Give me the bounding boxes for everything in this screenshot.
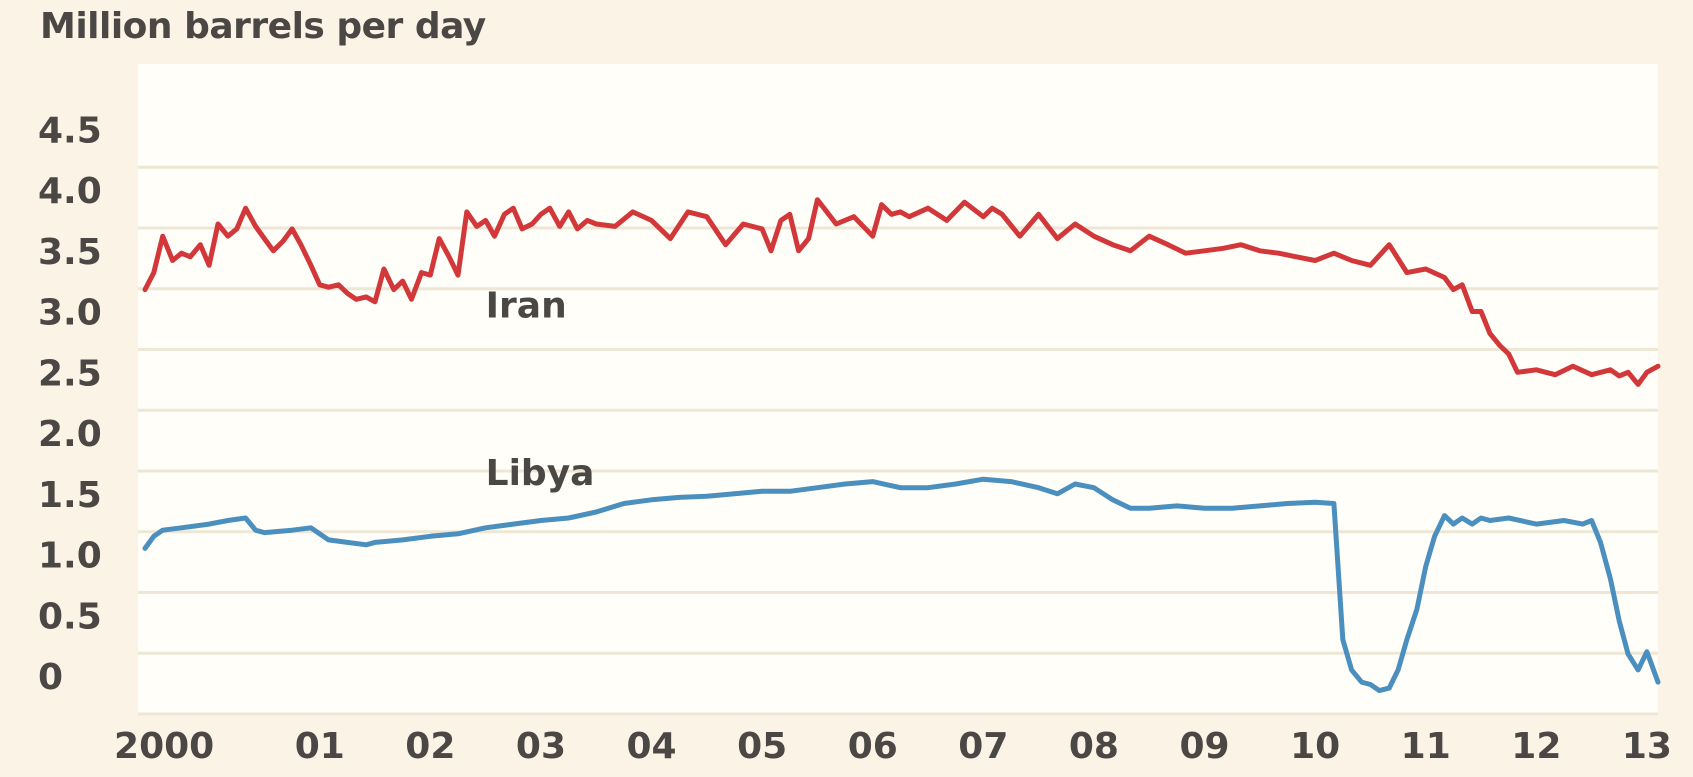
y-tick-label: 3.0 bbox=[38, 293, 102, 334]
y-tick-label: 2.0 bbox=[38, 414, 102, 455]
y-tick-label: 1.5 bbox=[38, 475, 102, 516]
series-line-libya bbox=[142, 476, 1661, 694]
series-line-iran bbox=[142, 197, 1661, 387]
x-tick-label: 09 bbox=[1179, 726, 1229, 767]
x-tick-label: 03 bbox=[516, 726, 566, 767]
grid-lines bbox=[138, 165, 1658, 716]
x-tick-label: 2000 bbox=[114, 726, 214, 767]
y-tick-label: 3.5 bbox=[38, 232, 102, 273]
x-tick-label: 08 bbox=[1069, 726, 1119, 767]
x-tick-label: 10 bbox=[1290, 726, 1340, 767]
x-tick-label: 05 bbox=[737, 726, 787, 767]
x-tick-label: 07 bbox=[958, 726, 1008, 767]
y-tick-label: 0.5 bbox=[38, 596, 102, 637]
x-tick-label: 01 bbox=[295, 726, 345, 767]
y-tick-label: 1.0 bbox=[38, 536, 102, 577]
x-tick-label: 13 bbox=[1622, 726, 1672, 767]
x-tick-label: 02 bbox=[405, 726, 455, 767]
x-tick-label: 12 bbox=[1511, 726, 1561, 767]
y-tick-label: 0 bbox=[38, 657, 63, 698]
y-tick-labels: 0 0.5 1.0 1.5 2.0 2.5 3.0 3.5 4.0 4.5 bbox=[38, 110, 102, 698]
series-labels: Iran Libya bbox=[486, 286, 595, 495]
y-tick-label: 4.5 bbox=[38, 110, 102, 151]
x-tick-labels: 2000 01 02 03 04 05 06 07 08 09 10 11 12 13 bbox=[114, 726, 1672, 767]
series-lines bbox=[142, 197, 1661, 694]
y-tick-label: 4.0 bbox=[38, 171, 102, 212]
series-label-iran: Iran bbox=[486, 286, 567, 327]
plot-area-background bbox=[138, 64, 1658, 714]
x-tick-label: 11 bbox=[1401, 726, 1451, 767]
y-axis-label: Million barrels per day bbox=[40, 6, 486, 47]
series-label-libya: Libya bbox=[486, 453, 595, 494]
y-tick-label: 2.5 bbox=[38, 353, 102, 394]
x-tick-label: 04 bbox=[626, 726, 676, 767]
x-tick-label: 06 bbox=[848, 726, 898, 767]
